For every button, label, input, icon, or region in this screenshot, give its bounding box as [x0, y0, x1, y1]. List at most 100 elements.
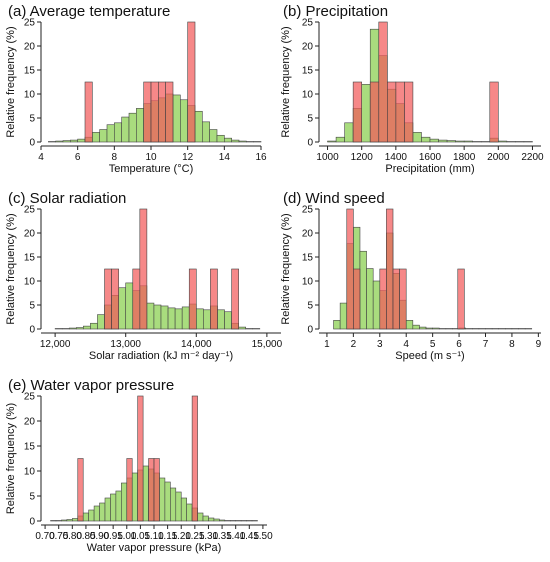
bar-green	[99, 502, 106, 522]
bar-green	[219, 519, 226, 522]
x-tick-label: 6	[456, 339, 462, 350]
bar-red	[187, 21, 196, 143]
y-axis-label: Relative frequency (%)	[280, 26, 292, 137]
x-tick-label: 1800	[453, 152, 476, 163]
y-tick-label: 25	[302, 18, 314, 29]
panel-title: (b) Precipitation	[283, 3, 388, 20]
y-tick-label: 20	[24, 42, 36, 53]
bar-green	[455, 140, 465, 143]
bar-green	[83, 325, 91, 330]
y-tick-label: 15	[302, 253, 314, 264]
x-tick-label: 9	[536, 339, 542, 350]
y-tick-label: 10	[24, 90, 36, 101]
bar-red	[111, 268, 119, 330]
bar-red	[150, 81, 159, 143]
bar-green	[421, 136, 431, 143]
y-tick-label: 25	[24, 392, 36, 403]
bar-green	[412, 324, 420, 330]
bar-green	[153, 304, 162, 330]
panel-e: (e) Water vapor pressure Relative frequen…	[5, 377, 273, 554]
bar-green	[172, 94, 181, 143]
x-tick-label: 1.50	[253, 531, 273, 542]
bar-red	[399, 268, 407, 330]
bar-green	[429, 138, 439, 143]
bar-green	[72, 518, 79, 522]
bar-red	[231, 268, 239, 330]
bar-green	[216, 134, 225, 143]
bar-green	[110, 493, 117, 522]
bar-green	[180, 99, 188, 143]
x-tick-label: 2200	[521, 152, 544, 163]
y-axis-label: Relative frequency (%)	[5, 403, 17, 514]
bar-green	[238, 326, 247, 330]
x-tick-label: 1200	[351, 152, 374, 163]
bar-green	[246, 520, 253, 522]
x-tick-label: 1.20	[171, 531, 191, 542]
bar-green	[366, 268, 374, 330]
bar-red	[404, 81, 414, 143]
x-tick-label: 0.95	[103, 531, 123, 542]
y-axis-label: Relative frequency (%)	[280, 213, 292, 324]
bar-green	[115, 490, 122, 522]
bar-green	[361, 84, 371, 143]
y-tick-label: 10	[24, 277, 36, 288]
bar-red	[386, 208, 394, 330]
x-tick-label: 1.25	[185, 531, 205, 542]
bar-red	[126, 458, 133, 522]
bar-red	[84, 81, 93, 143]
y-tick-label: 0	[29, 517, 35, 528]
x-tick-label: 14,000	[181, 339, 212, 350]
bar-green	[128, 112, 137, 143]
y-tick-label: 15	[24, 442, 36, 453]
x-tick-label: 12,000	[40, 339, 71, 350]
x-tick-label: 10	[145, 152, 157, 163]
x-tick-label: 1400	[385, 152, 408, 163]
bar-red	[353, 268, 361, 330]
bar-red	[137, 395, 144, 522]
panel-a: (a) Average temperature Relative frequenc…	[5, 3, 267, 175]
x-tick-label: 1000	[316, 152, 339, 163]
x-tick-label: 1.35	[212, 531, 232, 542]
bar-red	[387, 81, 397, 143]
panel-title: (c) Solar radiation	[8, 190, 126, 207]
bar-green	[208, 517, 215, 522]
bar-green	[62, 140, 71, 143]
y-tick-label: 10	[302, 90, 314, 101]
bar-red	[148, 458, 155, 522]
x-tick-label: 1.15	[158, 531, 178, 542]
bar-red	[379, 268, 387, 330]
y-tick-label: 10	[24, 467, 36, 478]
bar-green	[159, 477, 166, 522]
bar-green	[498, 140, 508, 143]
x-tick-label: 4	[38, 152, 44, 163]
x-tick-label: 1.00	[117, 531, 137, 542]
bar-green	[106, 124, 115, 143]
x-tick-label: 16	[255, 152, 267, 163]
bar-green	[463, 140, 473, 143]
bar-green	[213, 518, 220, 522]
y-tick-label: 5	[29, 301, 35, 312]
bar-green	[235, 520, 242, 522]
bar-green	[131, 472, 138, 522]
x-tick-label: 0.85	[76, 531, 96, 542]
bar-red	[352, 81, 362, 143]
x-tick-label: 8	[112, 152, 118, 163]
bar-green	[92, 132, 100, 143]
bar-red	[153, 458, 160, 522]
x-axis-label: Precipitation (mm)	[385, 163, 474, 175]
x-tick-label: 0.70	[35, 531, 55, 542]
x-tick-label: 1600	[419, 152, 442, 163]
bar-red	[457, 268, 465, 330]
y-tick-label: 0	[29, 325, 35, 336]
bar-green	[224, 311, 232, 330]
bar-red	[77, 458, 84, 522]
x-tick-label: 13,000	[110, 339, 141, 350]
bar-green	[344, 122, 354, 143]
bar-green	[197, 512, 204, 522]
x-tick-label: 1	[324, 339, 330, 350]
bar-green	[93, 505, 100, 522]
bar-green	[55, 140, 64, 143]
x-tick-label: 1.30	[199, 531, 219, 542]
panel-title: (d) Wind speed	[283, 190, 385, 207]
x-tick-label: 12	[182, 152, 194, 163]
